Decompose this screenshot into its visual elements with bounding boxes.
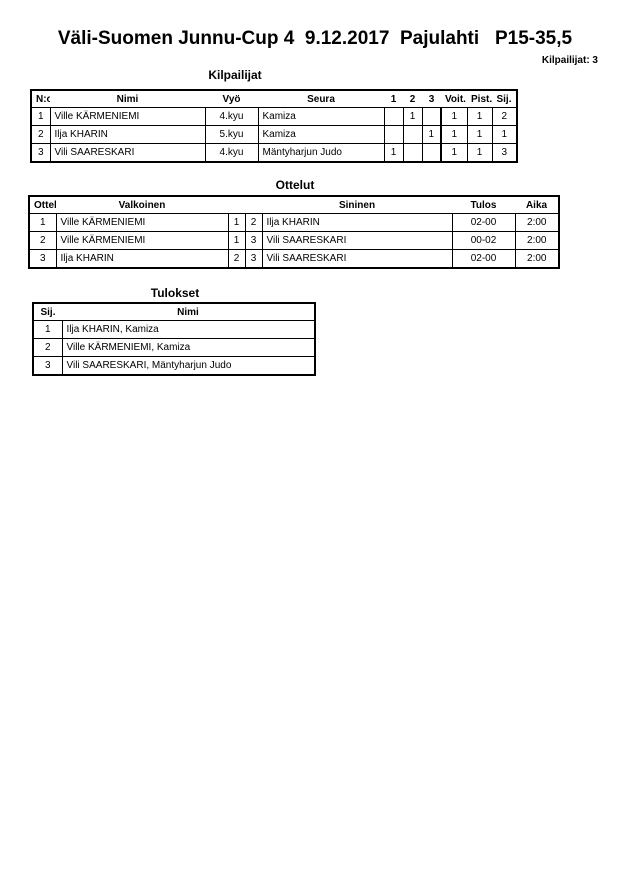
column-header: Pist.	[471, 93, 492, 105]
table-cell: 3	[244, 249, 263, 269]
table-cell: 3	[32, 356, 63, 376]
table-cell: 4.kyu	[204, 143, 259, 163]
column-header: N:o	[36, 93, 50, 105]
column-header: Nimi	[116, 93, 139, 105]
table-cell: Ville KÄRMENIEMI	[49, 107, 206, 126]
header-row: N:o Nimi Vyö Seura 123 Voit. Pist. Sij.	[31, 90, 517, 108]
column-header: Nimi	[177, 306, 199, 318]
table-row: 3 Vili SAARESKARI 4.kyu Mäntyharjun Judo 1 1 1…	[30, 143, 518, 163]
table-cell: Ilja KHARIN	[55, 249, 229, 269]
section-title-ottelut: Ottelut	[275, 178, 315, 192]
table-cell: 1	[383, 143, 404, 163]
table-cell: Ilja KHARIN	[49, 125, 206, 144]
table-cell: 2:00	[514, 231, 560, 250]
table-cell: 1	[421, 125, 442, 144]
table-cell: 1	[28, 213, 57, 232]
table-cell: Vili SAARESKARI, Mäntyharjun Judo	[61, 356, 316, 376]
table-cell	[421, 107, 442, 126]
table-row: 2 Ville KÄRMENIEMI, Kamiza	[32, 338, 316, 357]
table-cell	[383, 107, 404, 126]
table-cell: 1	[466, 125, 493, 144]
table-row: 1 Ville KÄRMENIEMI 1 2 Ilja KHARIN 02-00 2:00	[28, 213, 560, 232]
table-cell: 1	[30, 107, 51, 126]
table-cell: 2:00	[514, 249, 560, 269]
table-cell: 3	[30, 143, 51, 163]
table-cell: Vili SAARESKARI	[261, 249, 453, 269]
table-cell: 1	[227, 213, 246, 232]
column-header	[228, 196, 245, 214]
table-row: 1 Ilja KHARIN, Kamiza	[32, 320, 316, 339]
column-header: Tulos	[470, 199, 497, 211]
column-header	[245, 196, 262, 214]
table-cell: 00-02	[451, 231, 516, 250]
table-cell: 2	[227, 249, 246, 269]
table-cell: Vili SAARESKARI	[49, 143, 206, 163]
table-cell: 2	[28, 231, 57, 250]
table-cell: 1	[440, 107, 468, 126]
table-cell: Kamiza	[257, 107, 385, 126]
table-cell: 1	[466, 143, 493, 163]
table-cell: Kamiza	[257, 125, 385, 144]
table-row: 2 Ville KÄRMENIEMI 1 3 Vili SAARESKARI 00-02 2…	[28, 231, 560, 250]
table-cell: 1	[466, 107, 493, 126]
table-row: 3 Vili SAARESKARI, Mäntyharjun Judo	[32, 356, 316, 376]
section-title-tulokset: Tulokset	[150, 286, 200, 300]
column-header: Ottelu	[34, 199, 56, 211]
table-cell: Ilja KHARIN	[261, 213, 453, 232]
column-header: Aika	[525, 199, 548, 211]
column-header: 3	[428, 93, 435, 105]
table-cell: Ville KÄRMENIEMI, Kamiza	[61, 338, 316, 357]
table-cell	[421, 143, 442, 163]
table-row: 3 Ilja KHARIN 2 3 Vili SAARESKARI 02-00 2:00	[28, 249, 560, 269]
table-cell: Ville KÄRMENIEMI	[55, 213, 229, 232]
table-cell: Mäntyharjun Judo	[257, 143, 385, 163]
table-cell: 02-00	[451, 213, 516, 232]
table-cell	[402, 143, 423, 163]
section-title-kilpailijat: Kilpailijat	[208, 68, 262, 82]
column-header: Sininen	[338, 199, 376, 211]
table-cell	[383, 125, 404, 144]
table-cell: Vili SAARESKARI	[261, 231, 453, 250]
table-row: 2 Ilja KHARIN 5.kyu Kamiza 1 1 1 1	[30, 125, 518, 144]
table-cell: 1	[440, 125, 468, 144]
table-cell: 2:00	[514, 213, 560, 232]
page-title: Väli-Suomen Junnu-Cup 4 9.12.2017 Pajula…	[57, 28, 573, 49]
table-cell: Ilja KHARIN, Kamiza	[61, 320, 316, 339]
table-cell: 2	[30, 125, 51, 144]
table-cell: 4.kyu	[204, 107, 259, 126]
column-header: 2	[409, 93, 416, 105]
column-header: Voit.	[445, 93, 466, 105]
competitor-count: Kilpailijat: 3	[541, 55, 598, 66]
table-cell: 3	[491, 143, 518, 163]
results-table: Sij. Nimi 1 Ilja KHARIN, Kamiza 2 Ville KÄRME…	[32, 302, 316, 376]
header-row: Ottelu Valkoinen Sininen Tulos Aika	[29, 196, 559, 214]
table-cell: 3	[244, 231, 263, 250]
table-cell: 2	[491, 107, 518, 126]
table-cell: 2	[244, 213, 263, 232]
column-header: Seura	[307, 93, 335, 105]
table-cell: 2	[32, 338, 63, 357]
table-cell: 1	[491, 125, 518, 144]
column-header: Sij.	[496, 93, 512, 105]
table-cell: 1	[32, 320, 63, 339]
table-cell: 5.kyu	[204, 125, 259, 144]
table-cell: 1	[402, 107, 423, 126]
table-cell: Ville KÄRMENIEMI	[55, 231, 229, 250]
column-header: 1	[390, 93, 397, 105]
table-cell: 3	[28, 249, 57, 269]
table-cell: 1	[440, 143, 468, 163]
table-row: 1 Ville KÄRMENIEMI 4.kyu Kamiza 1 1 1 2	[30, 107, 518, 126]
table-cell	[402, 125, 423, 144]
table-cell: 02-00	[451, 249, 516, 269]
column-header: Sij.	[40, 306, 56, 318]
column-header: Vyö	[222, 93, 241, 105]
table-cell: 1	[227, 231, 246, 250]
column-header: Valkoinen	[118, 199, 166, 211]
header-row: Sij. Nimi	[33, 303, 315, 321]
